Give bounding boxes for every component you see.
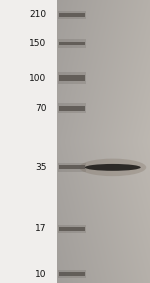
Bar <box>59 272 85 276</box>
Text: 210: 210 <box>29 10 46 19</box>
Bar <box>58 10 86 19</box>
Bar <box>58 39 86 48</box>
Bar <box>58 224 86 233</box>
Bar <box>59 227 85 231</box>
Bar <box>58 72 86 84</box>
Text: 35: 35 <box>35 163 46 172</box>
Bar <box>58 163 86 172</box>
Bar <box>59 13 85 17</box>
Text: 10: 10 <box>35 269 46 278</box>
Ellipse shape <box>79 158 146 176</box>
Text: 17: 17 <box>35 224 46 233</box>
Bar <box>58 104 86 113</box>
Text: 100: 100 <box>29 74 46 83</box>
Bar <box>59 75 85 81</box>
Text: 150: 150 <box>29 39 46 48</box>
Bar <box>58 270 86 278</box>
Bar <box>59 42 85 46</box>
Bar <box>59 106 85 111</box>
Ellipse shape <box>85 164 141 171</box>
Text: 70: 70 <box>35 104 46 113</box>
Bar <box>59 166 85 169</box>
